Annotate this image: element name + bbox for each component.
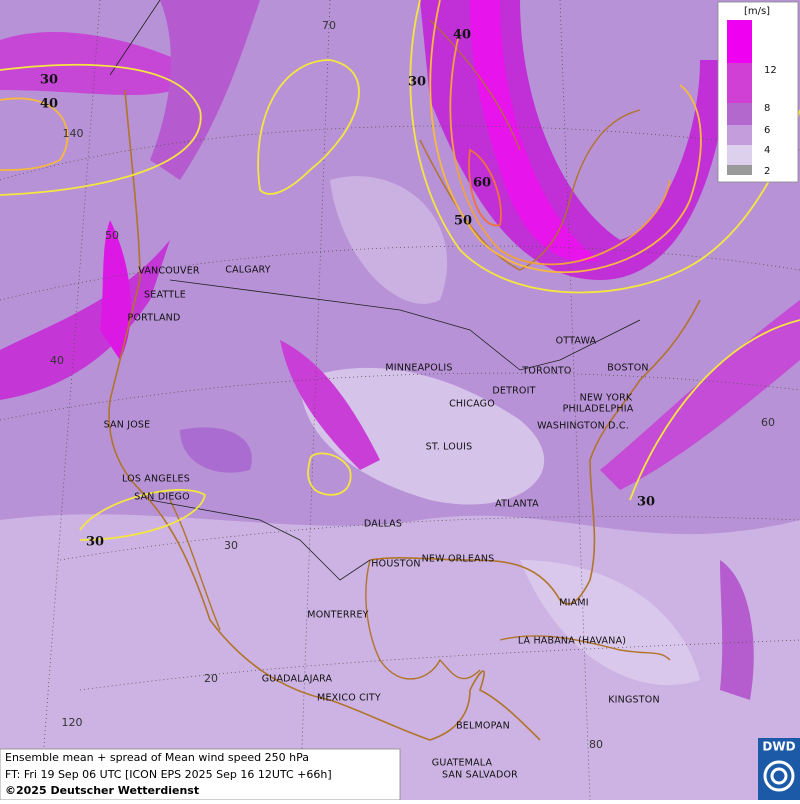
grid-label: 120 (62, 716, 83, 729)
contour-labels: 30 40 40 30 60 50 30 30 (40, 28, 655, 550)
legend-swatch (727, 165, 752, 175)
legend-swatch (727, 145, 752, 165)
grid-label: 40 (50, 354, 64, 367)
contour-label: 30 (40, 73, 58, 88)
grid-label: 50 (105, 229, 119, 242)
city-label: TORONTO (521, 366, 571, 377)
legend-tick: 2 (764, 166, 770, 177)
contour-label: 60 (473, 176, 491, 191)
city-label: NEW ORLEANS (422, 554, 495, 565)
grid-label: 70 (322, 19, 336, 32)
contour-label: 30 (637, 495, 655, 510)
grid-label: 140 (63, 127, 84, 140)
logo-swirl (770, 767, 788, 785)
city-label: PORTLAND (128, 313, 181, 324)
grid-label: 60 (761, 416, 775, 429)
city-label: OTTAWA (556, 336, 597, 347)
legend-tick: 4 (764, 145, 770, 156)
grid-label: 30 (224, 539, 238, 552)
contour-label: 40 (453, 28, 471, 43)
legend-swatch (727, 63, 752, 103)
legend-swatch (727, 125, 752, 145)
city-label: KINGSTON (608, 695, 660, 706)
logo-text: DWD (762, 740, 795, 754)
legend-swatch (727, 20, 752, 63)
contours (0, 0, 800, 541)
contour-label: 30 (408, 75, 426, 90)
city-label: MIAMI (559, 598, 589, 609)
dwd-logo: DWD (758, 738, 800, 800)
city-label: ATLANTA (495, 499, 539, 510)
legend-unit: [m/s] (744, 6, 770, 17)
coastlines (108, 0, 701, 741)
legend-swatch (727, 103, 752, 125)
city-label: LA HABANA (HAVANA) (518, 636, 626, 647)
city-label: CHICAGO (449, 399, 495, 410)
footer-forecast: FT: Fri 19 Sep 06 UTC [ICON EPS 2025 Sep… (5, 768, 332, 781)
contour-label: 40 (40, 97, 58, 112)
city-label: GUADALAJARA (262, 674, 333, 685)
legend: [m/s] 12 8 6 4 2 (717, 1, 799, 183)
footer: Ensemble mean + spread of Mean wind spee… (0, 748, 401, 801)
legend-tick: 6 (764, 125, 770, 136)
city-label: GUATEMALA (432, 758, 493, 769)
city-label: SAN DIEGO (134, 492, 190, 503)
grid-label: 80 (589, 738, 603, 751)
footer-box (0, 748, 401, 801)
logo-swirl (763, 760, 795, 792)
legend-tick: 8 (764, 103, 770, 114)
contour-label: 50 (454, 214, 472, 229)
city-label: SEATTLE (144, 290, 186, 301)
legend-tick: 12 (764, 65, 777, 76)
city-label: ST. LOUIS (426, 442, 473, 453)
city-label: DALLAS (364, 519, 402, 530)
city-label: CALGARY (225, 265, 270, 276)
city-label: SAN JOSE (104, 420, 151, 431)
footer-title: Ensemble mean + spread of Mean wind spee… (5, 751, 309, 764)
city-label: WASHINGTON D.C. (537, 421, 629, 432)
city-label: NEW YORK (580, 393, 633, 404)
city-label: VANCOUVER (138, 266, 200, 277)
city-label: HOUSTON (371, 559, 420, 570)
city-label: PHILADELPHIA (563, 404, 634, 415)
city-labels: VANCOUVER CALGARY SEATTLE PORTLAND SAN J… (104, 265, 660, 781)
grid-labels: 70 140 50 40 60 30 20 120 80 (50, 19, 775, 751)
city-label: LOS ANGELES (122, 474, 190, 485)
city-label: DETROIT (492, 386, 535, 397)
contour-label: 30 (86, 535, 104, 550)
city-label: SAN SALVADOR (442, 770, 518, 781)
footer-copyright: ©2025 Deutscher Wetterdienst (5, 784, 199, 797)
city-label: MONTERREY (307, 610, 368, 621)
city-label: BELMOPAN (456, 721, 510, 732)
city-label: MEXICO CITY (317, 693, 381, 704)
city-label: BOSTON (607, 363, 648, 374)
grid-label: 20 (204, 672, 218, 685)
city-label: MINNEAPOLIS (385, 363, 452, 374)
